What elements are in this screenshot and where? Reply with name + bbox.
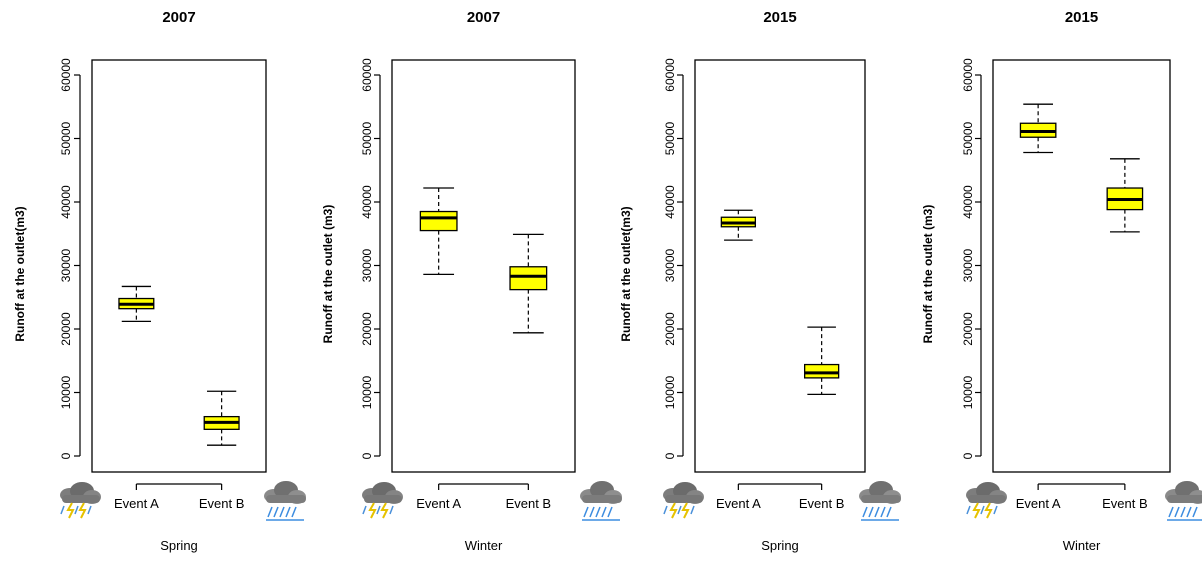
y-tick-label: 10000	[961, 375, 975, 409]
y-tick-label: 40000	[961, 185, 975, 219]
y-tick-label: 0	[59, 452, 73, 459]
y-tick-label: 40000	[663, 185, 677, 219]
thunderstorm-cloud-icon	[362, 482, 403, 519]
category-label: Event B	[1102, 496, 1148, 511]
y-tick-label: 50000	[961, 121, 975, 155]
category-label: Event A	[416, 496, 461, 511]
y-tick-label: 20000	[663, 312, 677, 346]
y-tick-label: 0	[360, 452, 374, 459]
y-axis-label: Runoff at the outlet(m3)	[619, 206, 633, 341]
y-tick-label: 50000	[59, 121, 73, 155]
panel-title: 2015	[763, 9, 796, 26]
y-tick-label: 10000	[663, 375, 677, 409]
category-label: Event A	[114, 496, 159, 511]
y-tick-label: 50000	[360, 121, 374, 155]
panel-3: 2015 0 10000 20000 30000 40000 50000 60000 Runof…	[619, 9, 901, 553]
y-tick-label: 30000	[59, 248, 73, 282]
box-event-a	[118, 285, 155, 490]
category-label: Event B	[199, 496, 245, 511]
box-event-b	[509, 233, 548, 490]
y-tick-label: 30000	[663, 248, 677, 282]
plot-frame	[694, 59, 866, 473]
thunderstorm-cloud-icon	[60, 482, 101, 519]
panel-2: 2007 0 10000 20000 30000 40000 50000 60000 Runof…	[321, 9, 622, 553]
category-label: Event A	[716, 496, 761, 511]
y-tick-label: 60000	[360, 58, 374, 92]
y-tick-label: 20000	[961, 312, 975, 346]
x-axis-label: Spring	[160, 538, 198, 553]
iqr-box	[419, 210, 458, 232]
y-tick-label: 10000	[360, 375, 374, 409]
panel-title: 2007	[162, 9, 195, 26]
category-label: Event B	[799, 496, 845, 511]
box-event-a	[1019, 103, 1057, 490]
y-tick-label: 20000	[59, 312, 73, 346]
y-axis-label: Runoff at the outlet (m3)	[321, 205, 335, 344]
box-event-b	[1106, 158, 1144, 490]
y-tick-label: 0	[663, 452, 677, 459]
y-tick-label: 40000	[360, 185, 374, 219]
box-event-b	[804, 326, 840, 490]
y-axis-label: Runoff at the outlet(m3)	[13, 206, 27, 341]
iqr-box	[804, 363, 840, 379]
y-tick-label: 60000	[961, 58, 975, 92]
y-tick-label: 60000	[59, 58, 73, 92]
plot-frame	[992, 59, 1171, 473]
plot-frame	[91, 59, 267, 473]
rain-cloud-icon	[264, 481, 306, 521]
x-axis-label: Winter	[465, 538, 503, 553]
y-tick-label: 60000	[663, 58, 677, 92]
plot-frame	[391, 59, 576, 473]
iqr-box	[509, 266, 548, 291]
y-tick-label: 10000	[59, 375, 73, 409]
y-tick-label: 30000	[360, 248, 374, 282]
y-tick-label: 20000	[360, 312, 374, 346]
panel-4: 2015 0 10000 20000 30000 40000 50000 60000 Runof…	[921, 9, 1202, 553]
y-tick-label: 30000	[961, 248, 975, 282]
thunderstorm-cloud-icon	[966, 482, 1007, 519]
y-tick-label: 50000	[663, 121, 677, 155]
rain-cloud-icon	[580, 481, 622, 521]
rain-cloud-icon	[1165, 481, 1202, 521]
panel-title: 2015	[1065, 9, 1098, 26]
x-axis-label: Spring	[761, 538, 799, 553]
box-event-a	[419, 187, 458, 490]
thunderstorm-cloud-icon	[663, 482, 704, 519]
category-label: Event B	[506, 496, 552, 511]
box-event-b	[203, 390, 240, 490]
box-event-a	[720, 209, 756, 490]
rain-cloud-icon	[859, 481, 901, 521]
panel-title: 2007	[467, 9, 500, 26]
category-label: Event A	[1016, 496, 1061, 511]
panel-1: 2007 0 10000 20000 30000 40000 50000 60000 Runof…	[13, 9, 306, 553]
y-tick-label: 40000	[59, 185, 73, 219]
y-tick-label: 0	[961, 452, 975, 459]
y-axis-label: Runoff at the outlet (m3)	[921, 205, 935, 344]
x-axis-label: Winter	[1063, 538, 1101, 553]
